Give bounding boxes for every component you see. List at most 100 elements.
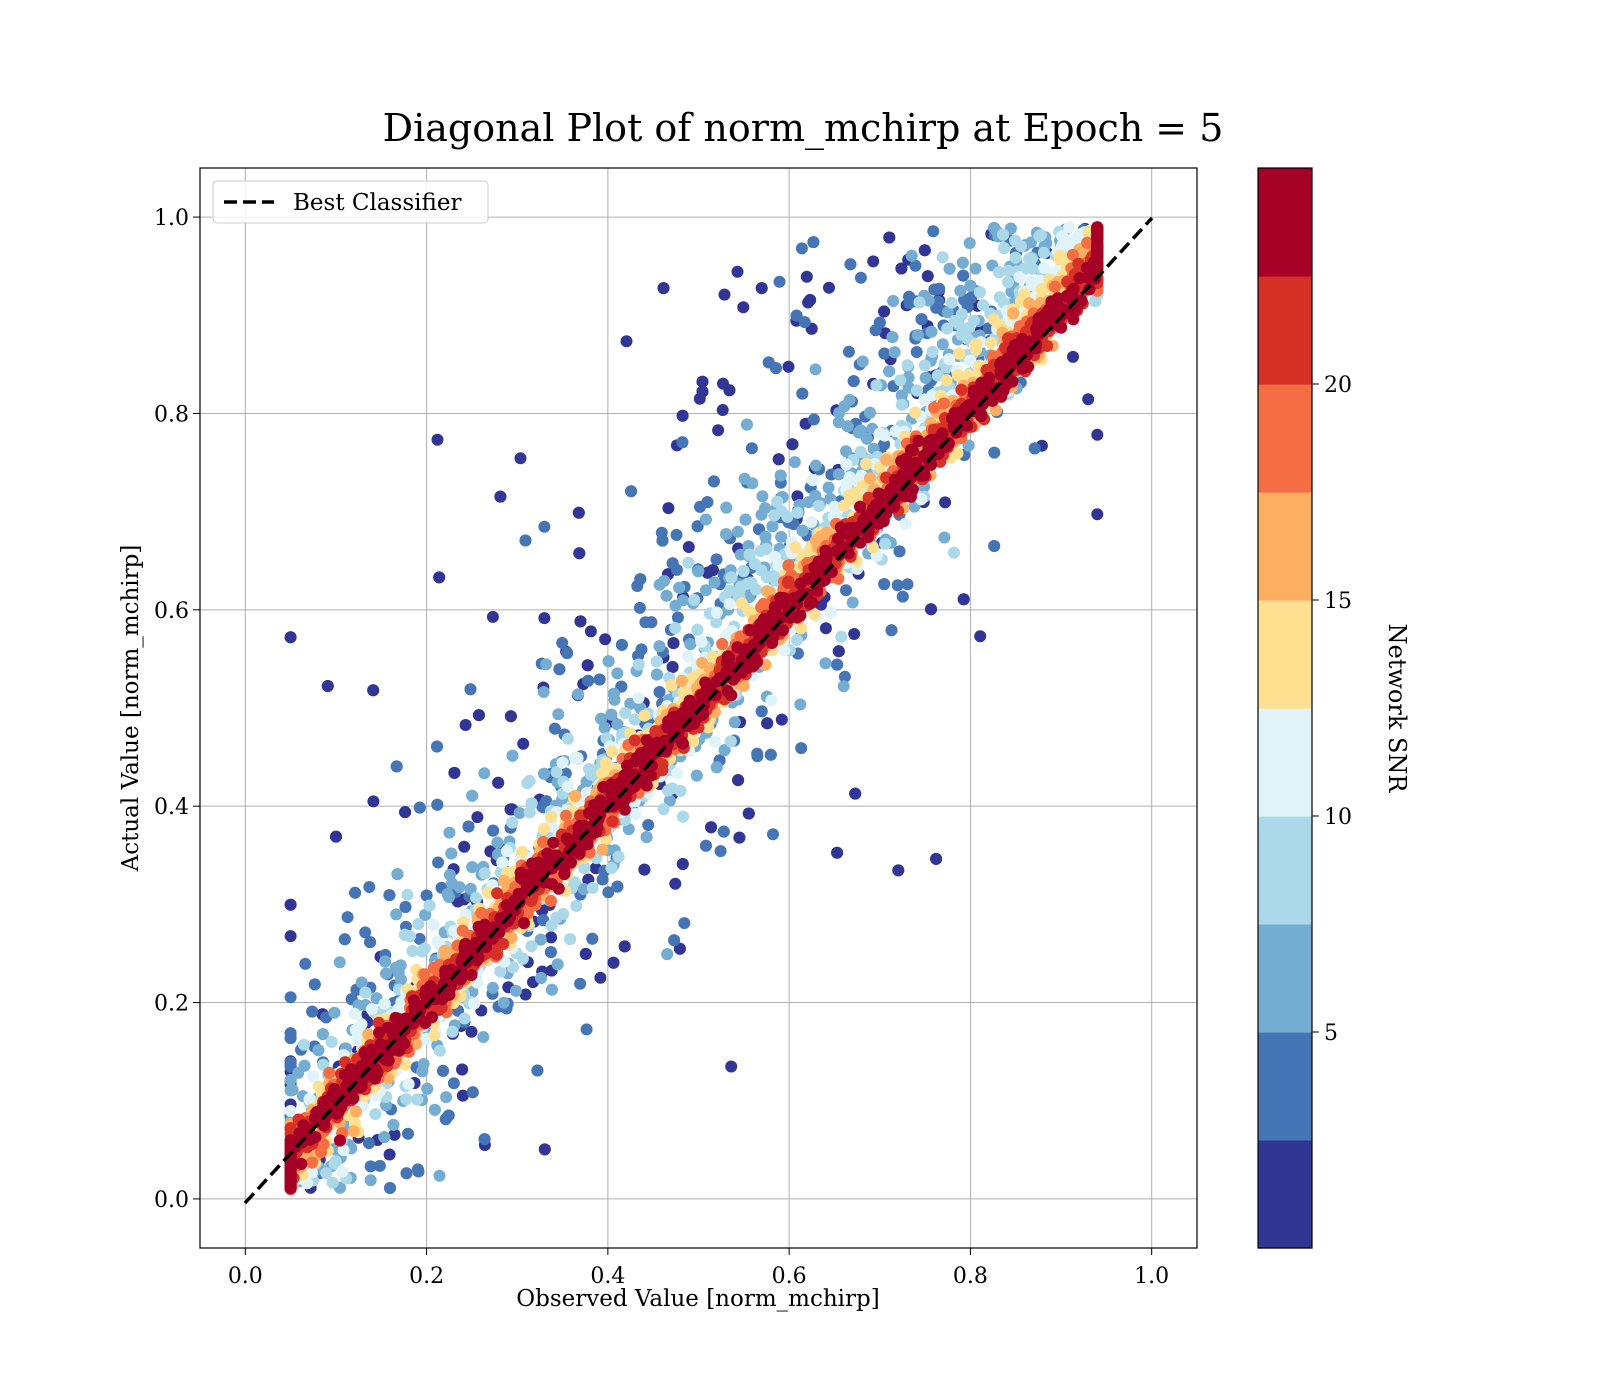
scatter-point xyxy=(791,634,803,646)
scatter-point xyxy=(772,559,785,572)
scatter-point xyxy=(606,745,619,758)
scatter-point xyxy=(1025,279,1038,291)
scatter-point xyxy=(824,606,837,619)
scatter-point xyxy=(926,389,939,402)
scatter-point xyxy=(574,977,587,990)
scatter-point xyxy=(545,931,558,944)
scatter-point xyxy=(675,674,688,687)
scatter-point xyxy=(909,406,922,419)
scatter-point xyxy=(491,836,504,849)
scatter-point xyxy=(823,281,835,294)
scatter-point xyxy=(913,296,926,309)
scatter-point xyxy=(329,1155,342,1168)
scatter-point xyxy=(486,610,499,623)
scatter-point xyxy=(899,517,912,530)
scatter-point xyxy=(948,546,960,559)
scatter-point xyxy=(506,749,519,762)
scatter-point xyxy=(618,940,631,953)
scatter-point xyxy=(506,816,519,829)
scatter-point xyxy=(534,933,547,946)
scatter-point xyxy=(706,564,719,577)
scatter-point xyxy=(786,438,799,451)
scatter-point xyxy=(653,640,666,653)
scatter-point xyxy=(886,331,899,344)
scatter-point xyxy=(665,679,678,692)
scatter-point xyxy=(847,375,860,388)
scatter-point xyxy=(545,810,558,823)
scatter-point xyxy=(938,531,951,544)
scatter-point xyxy=(930,852,943,865)
scatter-point xyxy=(737,565,750,578)
scatter-point xyxy=(538,612,551,625)
scatter-point xyxy=(431,433,444,446)
scatter-point xyxy=(866,541,879,554)
scatter-point xyxy=(431,740,443,753)
scatter-point xyxy=(734,548,747,561)
scatter-point xyxy=(284,1073,297,1086)
scatter-point xyxy=(400,1093,413,1106)
scatter-point xyxy=(915,313,928,326)
scatter-point xyxy=(957,593,970,606)
scatter-point xyxy=(550,766,563,778)
scatter-point xyxy=(400,1167,413,1180)
scatter-point xyxy=(707,475,720,488)
scatter-point xyxy=(670,528,683,541)
scatter-point xyxy=(728,716,741,729)
scatter-point xyxy=(336,1165,349,1178)
scatter-point xyxy=(442,1109,455,1122)
scatter-point xyxy=(819,622,832,635)
scatter-point xyxy=(478,767,491,780)
scatter-point xyxy=(807,236,820,249)
scatter-point xyxy=(390,908,403,921)
scatter-point xyxy=(514,452,527,465)
scatter-point xyxy=(513,807,526,819)
scatter-point xyxy=(284,1105,297,1117)
scatter-point xyxy=(756,490,769,503)
scatter-point xyxy=(337,1144,350,1157)
scatter-point xyxy=(970,343,983,356)
scatter-point xyxy=(773,275,786,288)
scatter-point xyxy=(316,1028,329,1041)
scatter-point xyxy=(628,713,641,726)
scatter-point xyxy=(622,823,635,836)
scatter-point xyxy=(878,347,891,360)
scatter-point xyxy=(453,881,466,894)
scatter-point xyxy=(406,945,419,957)
scatter-point xyxy=(398,928,411,941)
scatter-point xyxy=(462,820,475,833)
scatter-point xyxy=(615,638,628,651)
scatter-point xyxy=(666,661,679,673)
scatter-point xyxy=(500,845,513,858)
scatter-point xyxy=(809,459,822,472)
scatter-point xyxy=(892,864,905,877)
scatter-point xyxy=(523,806,536,819)
scatter-point xyxy=(678,917,691,930)
scatter-point xyxy=(932,295,945,308)
scatter-point xyxy=(842,345,855,358)
scatter-point xyxy=(433,1169,446,1182)
scatter-point xyxy=(299,957,312,970)
scatter-point xyxy=(284,1084,297,1097)
scatter-point xyxy=(918,359,931,372)
scatter-point xyxy=(718,288,731,301)
scatter-point xyxy=(341,911,354,924)
scatter-point xyxy=(390,760,403,773)
scatter-point xyxy=(1063,221,1076,234)
scatter-point xyxy=(789,541,802,554)
scatter-point xyxy=(690,769,703,782)
scatter-point xyxy=(804,294,817,306)
scatter-point xyxy=(537,686,550,698)
scatter-point xyxy=(864,472,877,485)
scatter-point xyxy=(497,874,510,887)
scatter-point xyxy=(708,576,721,589)
scatter-point xyxy=(615,680,628,693)
scatter-point xyxy=(667,637,680,650)
scatter-point xyxy=(772,453,785,466)
scatter-point xyxy=(433,1044,446,1057)
scatter-point xyxy=(1067,350,1079,363)
scatter-point xyxy=(936,338,949,351)
scatter-point xyxy=(538,822,551,835)
scatter-point xyxy=(717,377,729,390)
scatter-point xyxy=(607,687,620,700)
